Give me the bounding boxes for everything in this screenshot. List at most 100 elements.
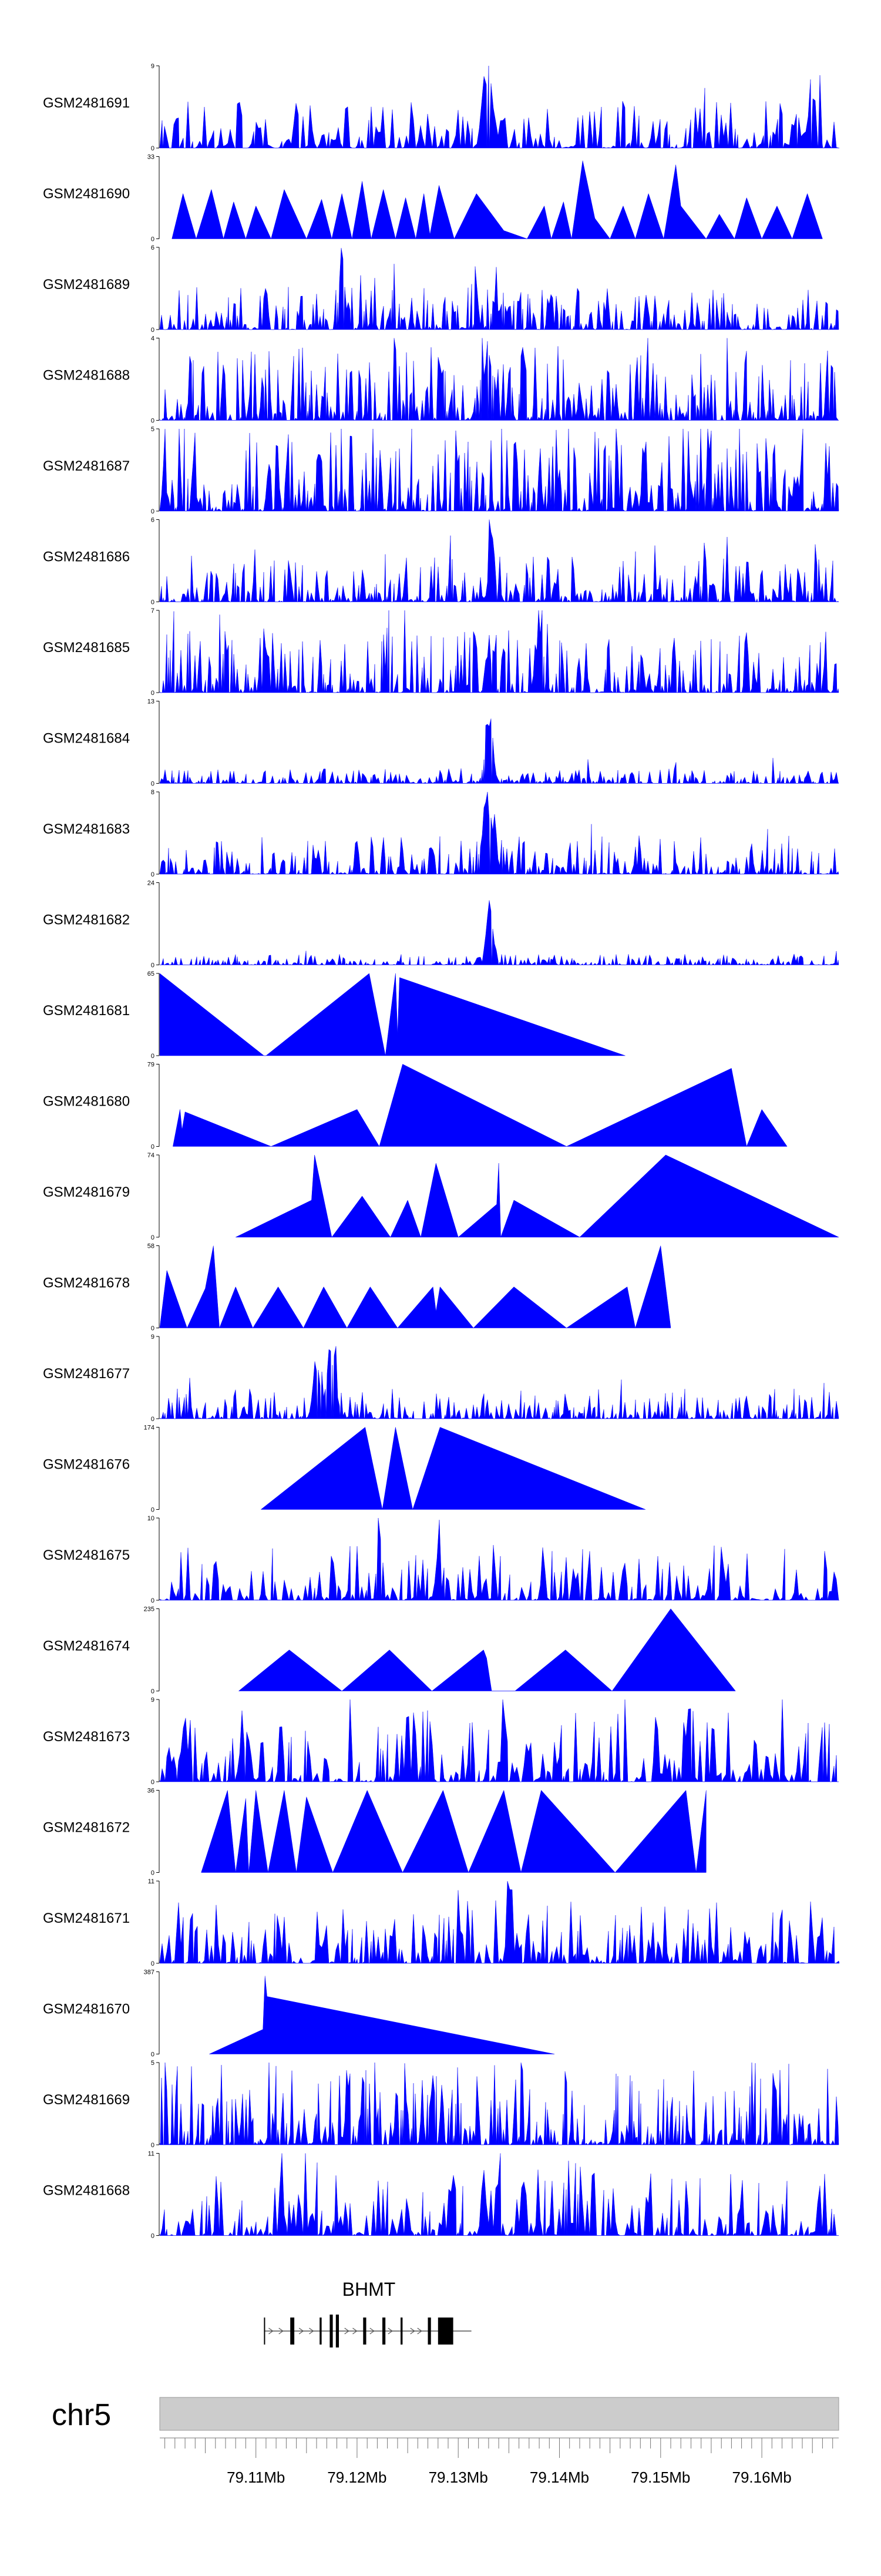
track-sample-label: GSM2481686	[43, 549, 130, 565]
track-GSM2481674: GSM2481674 235 0	[43, 1606, 736, 1695]
genome-axis-track: chr5 79.11Mb 79.12Mb 79.13Mb 79.14Mb 79.15Mb…	[52, 2397, 839, 2486]
gene-exon-last	[440, 2318, 453, 2345]
track-coverage-area	[173, 1064, 788, 1147]
track-coverage-area	[159, 1245, 671, 1329]
gene-exon	[335, 2315, 339, 2347]
track-ymax-label: 387	[144, 1969, 154, 1976]
track-sample-label: GSM2481680	[43, 1094, 130, 1110]
track-GSM2481688: GSM2481688 4 0	[43, 335, 839, 425]
track-ymax-label: 13	[147, 698, 154, 706]
track-sample-label: GSM2481683	[43, 821, 130, 837]
track-sample-label: GSM2481691	[43, 95, 130, 111]
track-ymax-label: 79	[147, 1062, 154, 1069]
track-y-zero-label: 0	[151, 1507, 154, 1514]
track-sample-label: GSM2481673	[43, 1729, 130, 1745]
gene-strand-arrow	[268, 2328, 274, 2335]
track-sample-label: GSM2481687	[43, 458, 130, 474]
track-sample-label: GSM2481677	[43, 1366, 130, 1382]
track-ymax-label: 7	[151, 607, 154, 614]
genome-axis-tick-label: 79.15Mb	[631, 2468, 690, 2486]
track-ymax-label: 11	[148, 1878, 154, 1885]
track-y-zero-label: 0	[151, 1688, 154, 1695]
track-y-zero-label: 0	[151, 599, 154, 606]
track-sample-label: GSM2481682	[43, 912, 130, 928]
track-coverage-area	[159, 2153, 839, 2236]
track-y-zero-label: 0	[151, 1234, 154, 1241]
track-GSM2481689: GSM2481689 6 0	[43, 244, 839, 334]
track-coverage-area	[159, 1880, 840, 1964]
track-GSM2481686: GSM2481686 6 0	[43, 517, 839, 606]
track-GSM2481690: GSM2481690 33 0	[43, 154, 823, 243]
track-ymax-label: 5	[151, 426, 154, 433]
track-ymax-label: 9	[151, 63, 154, 70]
gene-strand-arrow	[417, 2328, 422, 2335]
track-sample-label: GSM2481676	[43, 1457, 130, 1473]
chromosome-band	[159, 2397, 839, 2431]
track-ymax-label: 74	[147, 1152, 154, 1159]
track-y-zero-label: 0	[151, 327, 154, 334]
track-y-zero-label: 0	[151, 1960, 154, 1967]
track-coverage-area	[159, 610, 839, 693]
track-ymax-label: 9	[151, 1697, 154, 1704]
track-y-zero-label: 0	[151, 418, 154, 425]
track-GSM2481685: GSM2481685 7 0	[43, 607, 839, 697]
track-GSM2481675: GSM2481675 10 0	[43, 1515, 839, 1604]
gene-exon	[363, 2318, 366, 2345]
track-coverage-area	[236, 1154, 839, 1238]
gene-exon	[428, 2318, 431, 2345]
gene-exon	[382, 2318, 386, 2345]
track-sample-label: GSM2481678	[43, 1275, 130, 1291]
track-y-zero-label: 0	[151, 236, 154, 243]
track-GSM2481680: GSM2481680 79 0	[43, 1062, 788, 1151]
track-y-zero-label: 0	[151, 781, 154, 788]
track-GSM2481673: GSM2481673 9 0	[43, 1697, 839, 1786]
track-coverage-area	[159, 428, 839, 512]
track-sample-label: GSM2481671	[43, 1910, 130, 1926]
track-GSM2481681: GSM2481681 65 0	[43, 970, 626, 1060]
track-y-zero-label: 0	[151, 508, 154, 515]
track-y-zero-label: 0	[151, 1325, 154, 1332]
track-ymax-label: 5	[151, 2060, 154, 2067]
gene-exon	[401, 2318, 403, 2345]
track-coverage-area	[159, 1346, 839, 1419]
track-GSM2481682: GSM2481682 24 0	[43, 880, 839, 969]
track-y-zero-label: 0	[151, 1416, 154, 1423]
track-ymax-label: 8	[151, 789, 154, 796]
track-coverage-area	[159, 338, 839, 421]
track-GSM2481678: GSM2481678 58 0	[43, 1243, 671, 1332]
track-sample-label: GSM2481674	[43, 1638, 130, 1654]
gene-exon	[320, 2318, 322, 2345]
track-GSM2481691: GSM2481691 9 0	[43, 63, 839, 152]
track-ymax-label: 6	[151, 517, 154, 524]
track-sample-label: GSM2481669	[43, 2092, 130, 2108]
gene-exon	[290, 2318, 295, 2345]
gene-strand-arrow	[278, 2328, 284, 2335]
track-y-zero-label: 0	[151, 145, 154, 152]
track-GSM2481668: GSM2481668 11 0	[43, 2151, 839, 2240]
track-y-zero-label: 0	[151, 1144, 154, 1151]
track-GSM2481677: GSM2481677 9 0	[43, 1334, 839, 1423]
track-sample-label: GSM2481675	[43, 1547, 130, 1563]
chromosome-label: chr5	[52, 2398, 111, 2432]
track-ymax-label: 10	[147, 1515, 154, 1522]
gene-strand-arrow	[298, 2328, 304, 2335]
track-GSM2481670: GSM2481670 387 0	[43, 1969, 554, 2058]
track-GSM2481683: GSM2481683 8 0	[43, 789, 839, 878]
coverage-tracks: GSM248169190GSM2481690330GSM248168960GSM…	[43, 63, 840, 2240]
track-y-zero-label: 0	[151, 1053, 154, 1060]
genome-axis-tick-label: 79.14Mb	[530, 2468, 589, 2486]
track-ymax-label: 11	[148, 2151, 154, 2158]
gene-label: BHMT	[342, 2279, 396, 2300]
gene-exon	[329, 2315, 333, 2347]
track-sample-label: GSM2481689	[43, 277, 130, 293]
track-GSM2481687: GSM2481687 5 0	[43, 426, 839, 515]
track-coverage-area	[172, 160, 823, 240]
genome-axis-tick-label: 79.13Mb	[429, 2468, 488, 2486]
track-y-zero-label: 0	[151, 2233, 154, 2240]
track-ymax-label: 174	[144, 1425, 154, 1432]
track-sample-label: GSM2481685	[43, 640, 130, 656]
track-coverage-area	[159, 2062, 839, 2145]
track-ymax-label: 24	[147, 880, 154, 887]
track-coverage-area	[159, 1699, 839, 1782]
